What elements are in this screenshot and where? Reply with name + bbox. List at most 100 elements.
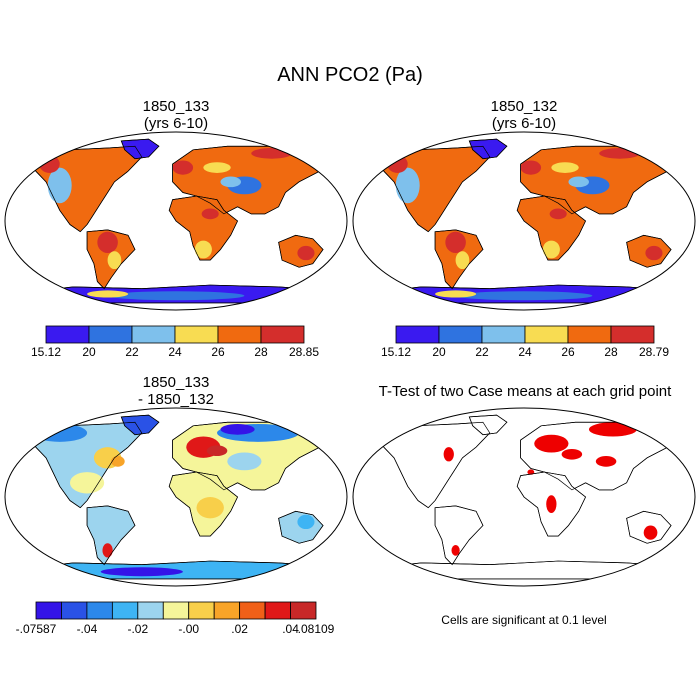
field-patch bbox=[206, 445, 228, 457]
coastline-af bbox=[168, 195, 238, 261]
field-patch bbox=[551, 162, 579, 173]
colorbar-box bbox=[217, 325, 262, 344]
coastline-gl bbox=[468, 414, 508, 436]
field-patch bbox=[203, 162, 231, 173]
significance-note: Cells are significant at 0.1 level bbox=[441, 613, 607, 627]
colorbar-box bbox=[567, 325, 612, 344]
coastline-na bbox=[379, 421, 491, 509]
colorbar-box bbox=[610, 325, 655, 344]
panel-title-line2: - 1850_132 bbox=[138, 391, 214, 408]
field-patch bbox=[435, 290, 477, 298]
field-patch bbox=[196, 497, 224, 519]
colorbar-tick-label: 28.85 bbox=[289, 345, 319, 359]
coastline-af bbox=[168, 471, 238, 537]
field-patch bbox=[97, 231, 118, 254]
coastline-an bbox=[25, 284, 327, 304]
colorbar-box bbox=[162, 601, 190, 620]
field-patch bbox=[69, 472, 105, 494]
colorbar-box bbox=[131, 325, 176, 344]
field-patch bbox=[32, 424, 88, 442]
colorbar-tick-label: 28.79 bbox=[639, 345, 669, 359]
colorbar-1850-133: 15.12 20 22 24 26 28 28.85 bbox=[31, 325, 319, 359]
colorbar-tick-label: -.04 bbox=[77, 622, 98, 636]
colorbar-box bbox=[61, 601, 88, 620]
field-patch bbox=[47, 167, 72, 204]
coastline-au bbox=[278, 510, 324, 544]
colorbar-tick-label: 15.12 bbox=[381, 345, 411, 359]
world-map-2 bbox=[352, 131, 696, 311]
field-patch bbox=[107, 291, 245, 301]
colorbar-tick-label: 20 bbox=[82, 345, 96, 359]
field-patch bbox=[297, 514, 315, 530]
panel-title-line1: 1850_133 bbox=[142, 98, 210, 115]
colorbar-box bbox=[174, 325, 219, 344]
coastline-au bbox=[278, 234, 324, 268]
field-patch bbox=[443, 447, 454, 462]
field-patch bbox=[406, 415, 417, 419]
field-patch bbox=[645, 245, 663, 261]
colorbar-tick-label: .02 bbox=[231, 622, 248, 636]
colorbar-box bbox=[524, 325, 569, 344]
colorbar-box bbox=[45, 325, 90, 344]
continent-na bbox=[31, 421, 143, 509]
colorbar-tick-label: 15.12 bbox=[31, 345, 61, 359]
colorbar-box bbox=[438, 325, 483, 344]
continent-sa bbox=[86, 505, 136, 566]
field-patch bbox=[520, 160, 542, 175]
map-border bbox=[4, 407, 348, 587]
field-patch bbox=[201, 208, 219, 220]
colorbar-box bbox=[395, 325, 440, 344]
coastline-sa bbox=[434, 229, 484, 290]
field-patch bbox=[220, 424, 255, 435]
colorbar-tick-label: 24 bbox=[518, 345, 532, 359]
coastline-sa bbox=[434, 505, 484, 566]
coastline-an bbox=[25, 560, 327, 580]
field-patch bbox=[297, 245, 315, 261]
colorbar-box bbox=[239, 601, 266, 620]
field-patch bbox=[455, 291, 593, 301]
colorbar-box bbox=[111, 601, 139, 620]
field-patch bbox=[172, 160, 194, 175]
colorbar-tick-label: .08109 bbox=[298, 622, 335, 636]
colorbar-box bbox=[290, 601, 317, 620]
field-patch bbox=[445, 231, 466, 254]
panel-title-line2: (yrs 6-10) bbox=[491, 115, 557, 132]
continent-an bbox=[373, 560, 675, 580]
world-map-1 bbox=[4, 131, 348, 311]
continent-na bbox=[379, 421, 491, 509]
coastline-an bbox=[373, 560, 675, 580]
field-patch bbox=[534, 434, 569, 453]
field-patch bbox=[643, 525, 658, 540]
field-patch bbox=[102, 543, 113, 558]
colorbar-tick-label: .04 bbox=[282, 622, 299, 636]
coastline-af bbox=[516, 195, 586, 261]
field-patch bbox=[87, 290, 129, 298]
coastline-sa bbox=[86, 229, 136, 290]
colorbar-tick-label: -.02 bbox=[127, 622, 148, 636]
colorbar-box bbox=[35, 601, 62, 620]
field-patch bbox=[111, 456, 125, 467]
colorbar-tick-label: 28 bbox=[604, 345, 618, 359]
panel-title-line2: (yrs 6-10) bbox=[143, 115, 209, 132]
coastline-na bbox=[31, 421, 143, 509]
coastline-an bbox=[373, 284, 675, 304]
map-border bbox=[4, 131, 348, 311]
colorbar-1850-132: 15.12 20 22 24 26 28 28.79 bbox=[381, 325, 669, 359]
panel-title-line1: 1850_132 bbox=[490, 98, 558, 115]
coastline-gl bbox=[120, 138, 160, 160]
field-patch bbox=[546, 495, 557, 514]
colorbar-tick-label: -.07587 bbox=[16, 622, 57, 636]
colorbar-difference: -.07587 -.04 -.02 -.00 .02 .04.08109 bbox=[16, 601, 335, 636]
colorbar-box bbox=[88, 325, 133, 344]
field-patch bbox=[568, 176, 589, 188]
colorbar-tick-label: 26 bbox=[561, 345, 575, 359]
field-patch bbox=[194, 240, 212, 259]
panel-title-line1: 1850_133 bbox=[142, 374, 210, 391]
field-patch bbox=[227, 452, 262, 471]
main-title: ANN PCO2 (Pa) bbox=[277, 64, 423, 86]
field-patch bbox=[561, 448, 583, 460]
colorbar-box bbox=[264, 601, 291, 620]
colorbar-box bbox=[260, 325, 305, 344]
field-patch bbox=[107, 251, 122, 270]
